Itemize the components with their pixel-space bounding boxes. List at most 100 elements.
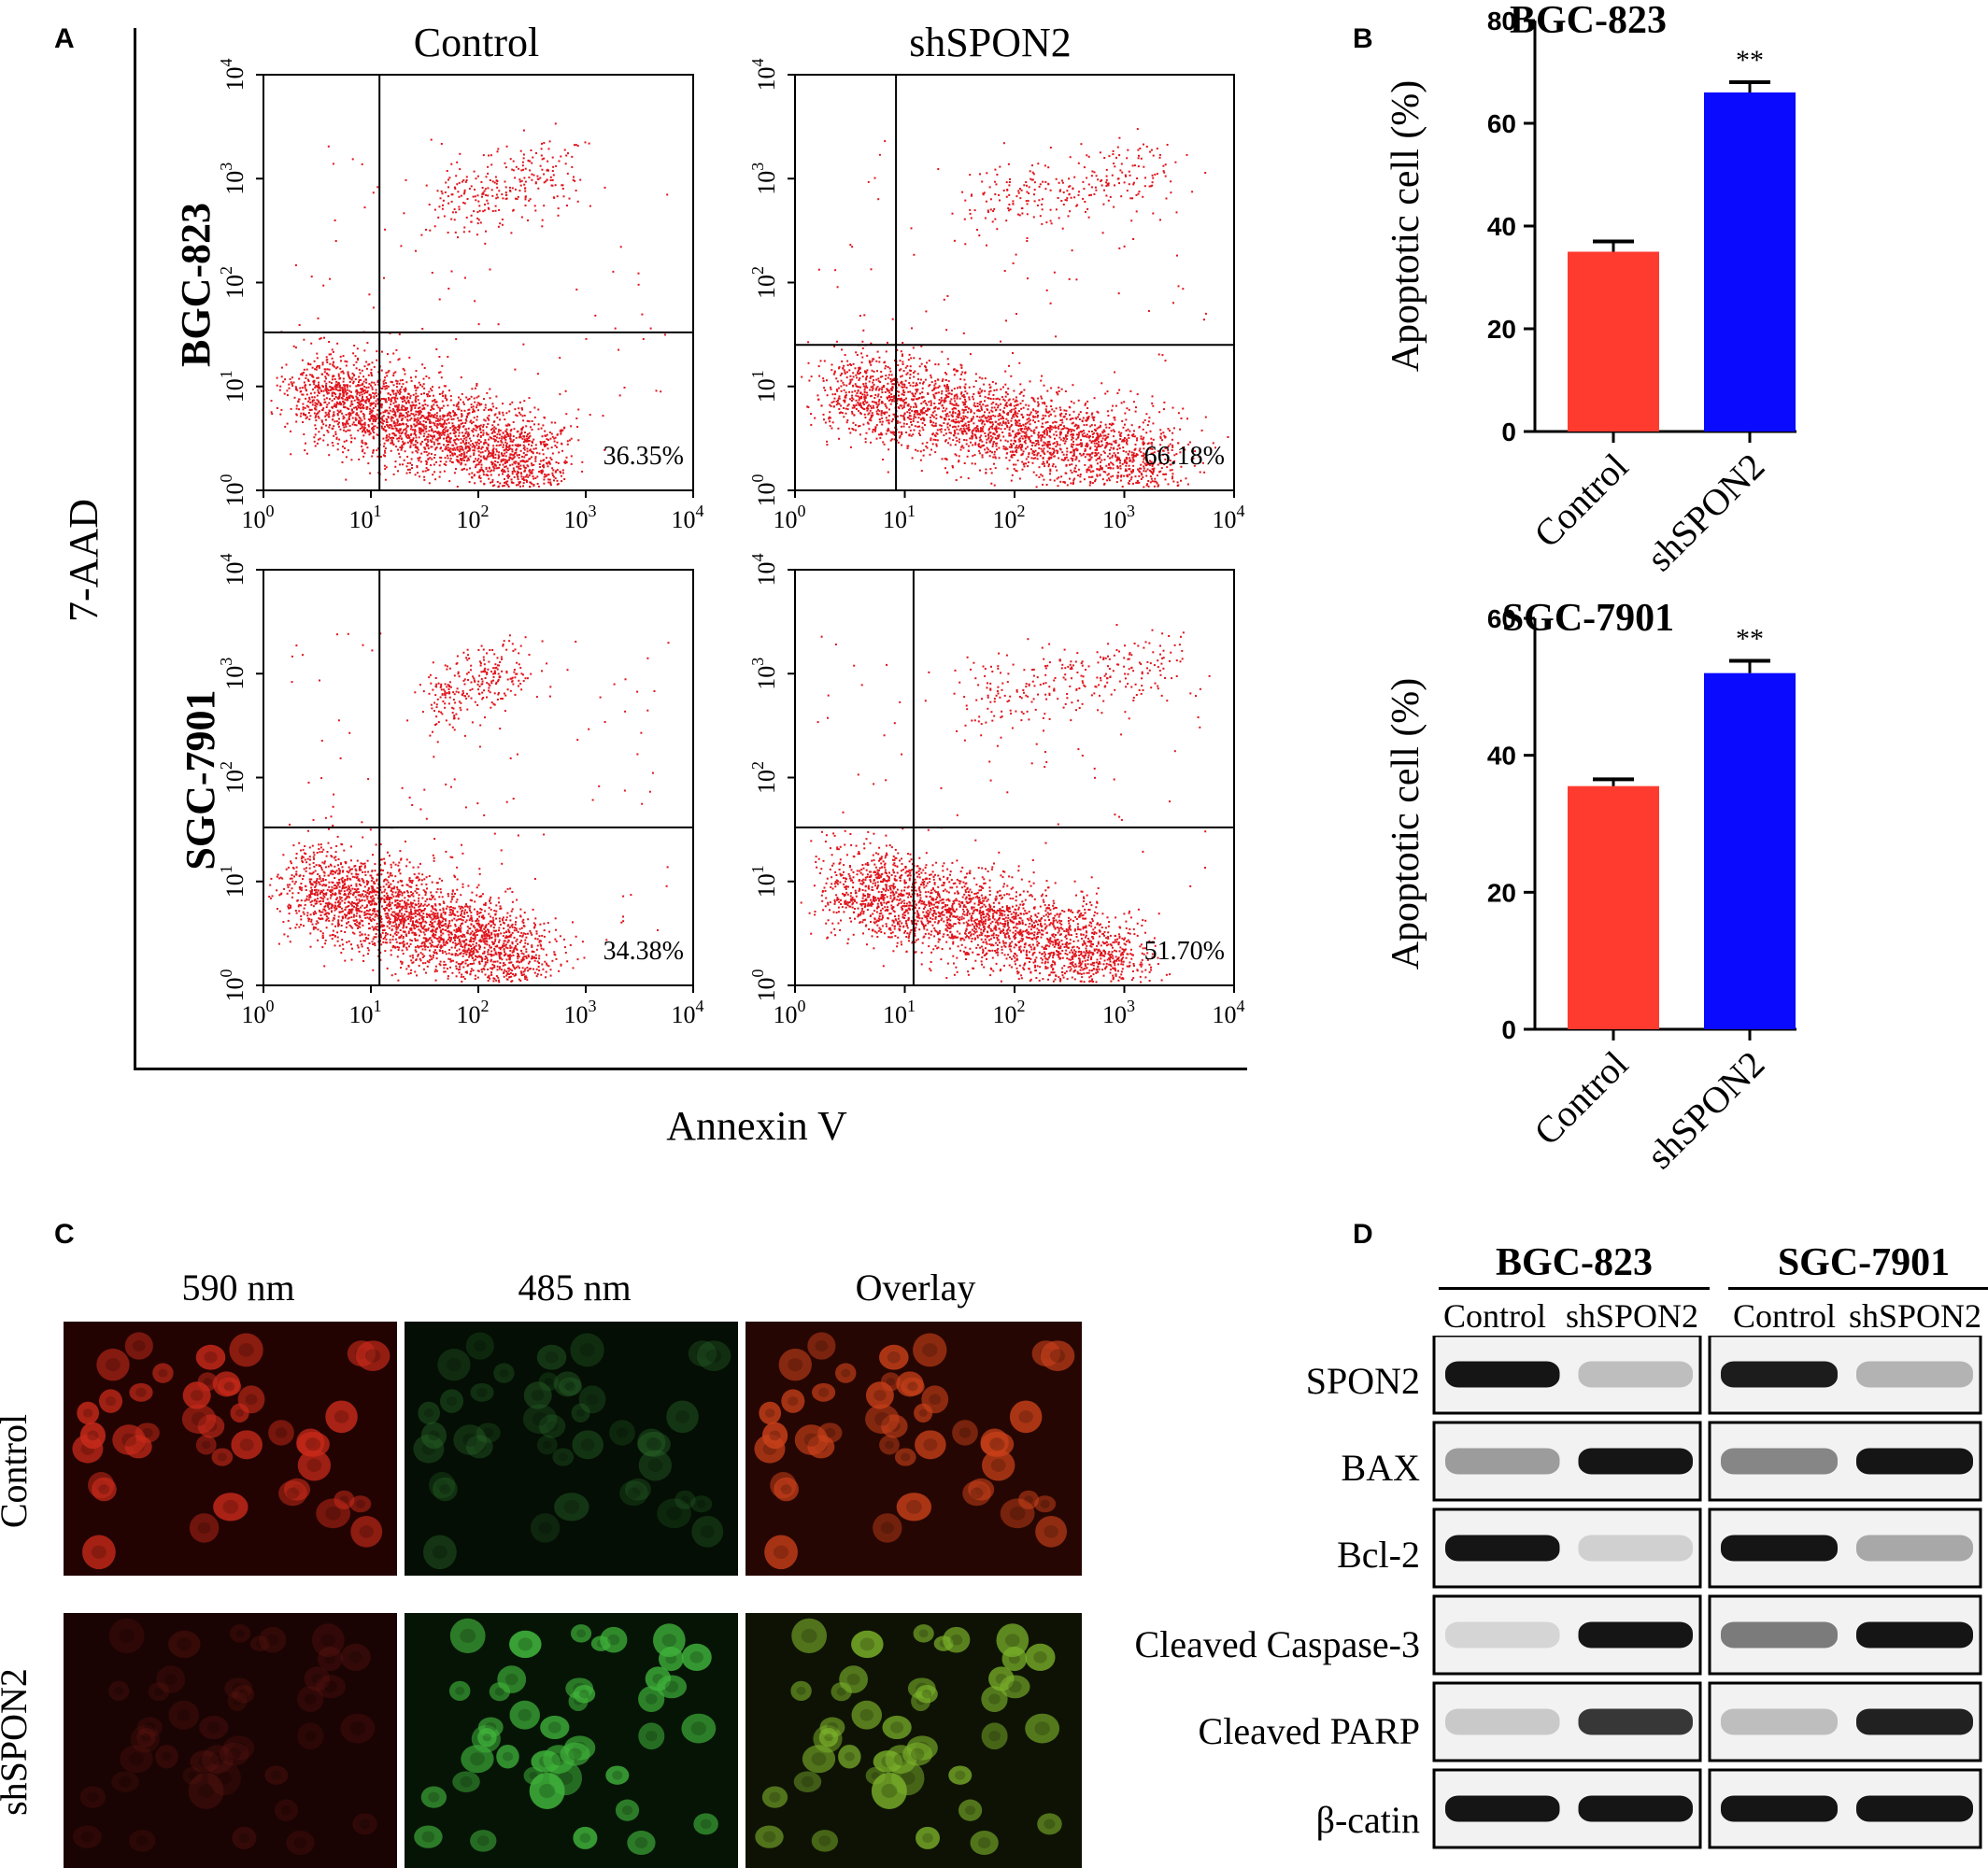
bar-y-tick-1-2: 40: [1487, 742, 1516, 771]
fluo-cells-1: [413, 1332, 731, 1570]
wb-lane-label-3: Control: [1732, 1297, 1836, 1335]
panel-letter-d: D: [1353, 1219, 1373, 1250]
flow-y-tick-1-0: 100: [748, 474, 780, 507]
flow-y-tick-1-1: 101: [748, 370, 780, 403]
wb-blot-0-1: [1708, 1336, 1982, 1415]
wb-band-4-1: [1578, 1708, 1693, 1735]
flow-column-title-control: Control: [413, 20, 540, 65]
wb-band-1-0: [1445, 1448, 1560, 1475]
flow-column-title-shspon2: shSPON2: [909, 20, 1072, 65]
wb-band-0-1: [1578, 1361, 1693, 1388]
wb-cell-line-bgc823: BGC-823: [1496, 1241, 1653, 1284]
wb-band-3-0: [1445, 1621, 1560, 1649]
panel-letter-b: B: [1353, 23, 1373, 54]
flow-dot-cloud-0: [270, 122, 669, 488]
wb-band-2-2: [1721, 1535, 1838, 1562]
wb-blot-0-0: [1432, 1336, 1702, 1415]
wb-band-5-0: [1445, 1795, 1560, 1822]
flow-dot-cloud-2: [268, 632, 670, 984]
panel-letter-c: C: [54, 1219, 75, 1250]
wb-blot-5-0: [1432, 1768, 1702, 1849]
flow-percent-label-0: 36.35%: [604, 442, 684, 471]
wb-band-5-3: [1856, 1795, 1973, 1822]
fluo-cells-0: [72, 1332, 390, 1570]
wb-blots: [1432, 1336, 1982, 1849]
wb-band-5-1: [1578, 1795, 1693, 1822]
flow-y-tick-0-4: 104: [217, 59, 248, 92]
wb-blot-1-0: [1432, 1421, 1702, 1502]
flow-x-tick-0-4: 104: [672, 502, 704, 533]
flow-dot-cloud-3: [800, 624, 1211, 984]
flow-x-tick-1-0: 100: [774, 502, 806, 533]
flow-outer-y-axis: [134, 28, 136, 1069]
wb-blot-4-0: [1432, 1681, 1702, 1762]
bar-category-label-0-0: Control: [1526, 446, 1636, 556]
flow-x-tick-3-3: 103: [1102, 997, 1135, 1028]
flow-y-tick-1-4: 104: [748, 59, 780, 92]
wb-cell-line-underline-1: [1439, 1287, 1710, 1290]
bar-annotation-0-1: **: [1736, 45, 1764, 76]
fluo-row-label-shspon2: shSPON2: [0, 1668, 35, 1816]
bar-annotation-1-1: **: [1736, 623, 1764, 654]
bar-y-tick-0-3: 60: [1487, 109, 1516, 138]
flow-y-tick-3-3: 103: [748, 658, 780, 690]
flow-y-tick-2-3: 103: [217, 658, 248, 690]
flow-y-tick-3-1: 101: [748, 865, 780, 898]
panel-letter-a: A: [54, 23, 75, 54]
flow-y-tick-1-3: 103: [748, 163, 780, 195]
wb-protein-label-actin: β-catin: [1315, 1799, 1420, 1841]
wb-blot-1-1: [1708, 1421, 1982, 1502]
bar-0-1: [1704, 92, 1796, 432]
flow-x-tick-1-2: 102: [993, 502, 1026, 533]
bar-1-1: [1704, 672, 1796, 1029]
wb-cell-line-underline-2: [1728, 1287, 1988, 1290]
wb-band-4-2: [1721, 1708, 1838, 1735]
fluo-image-control-590: [64, 1322, 397, 1576]
flow-x-tick-0-1: 101: [349, 502, 382, 533]
flow-y-tick-3-4: 104: [748, 554, 780, 587]
flow-y-tick-0-1: 101: [217, 370, 248, 403]
wb-band-4-0: [1445, 1708, 1560, 1735]
fluo-column-title-485: 485 nm: [518, 1267, 632, 1309]
flow-y-tick-0-3: 103: [217, 163, 248, 195]
flow-x-tick-0-2: 102: [457, 502, 490, 533]
wb-blot-3-1: [1708, 1594, 1982, 1676]
flow-y-tick-2-1: 101: [217, 865, 248, 898]
fluo-cells-3: [73, 1618, 377, 1856]
flow-dot-cloud-1: [801, 128, 1229, 488]
wb-blot-4-1: [1708, 1681, 1982, 1762]
bar-1-0: [1568, 785, 1659, 1029]
wb-band-0-0: [1445, 1361, 1560, 1388]
bar-category-label-1-1: shSPON2: [1639, 1043, 1772, 1177]
wb-protein-label-parp: Cleaved PARP: [1198, 1710, 1420, 1752]
bar-y-tick-0-4: 80: [1487, 7, 1516, 35]
bar-category-label-1-0: Control: [1526, 1043, 1636, 1153]
wb-blot-5-1: [1708, 1768, 1982, 1849]
wb-band-1-1: [1578, 1448, 1693, 1475]
fluo-row-label-control: Control: [0, 1413, 35, 1529]
wb-lane-label-2: shSPON2: [1565, 1297, 1699, 1335]
flow-x-tick-0-3: 103: [564, 502, 597, 533]
wb-protein-label-spon2: SPON2: [1305, 1360, 1420, 1402]
flow-percent-label-3: 51.70%: [1144, 937, 1225, 966]
wb-band-0-3: [1856, 1361, 1973, 1388]
fluo-cells-4: [414, 1618, 718, 1856]
fluo-image-control-overlay: [746, 1322, 1082, 1576]
bar-y-tick-1-3: 60: [1487, 604, 1516, 633]
bar-y-tick-0-0: 0: [1501, 417, 1516, 446]
bar-category-label-0-1: shSPON2: [1639, 446, 1772, 579]
flow-x-tick-2-4: 104: [672, 997, 704, 1028]
wb-band-2-0: [1445, 1535, 1560, 1562]
flow-x-axis-label: Annexin V: [666, 1103, 847, 1149]
wb-band-1-2: [1721, 1448, 1838, 1475]
wb-protein-label-caspase3: Cleaved Caspase-3: [1134, 1623, 1420, 1665]
wb-blot-3-0: [1432, 1594, 1702, 1676]
wb-protein-label-bax: BAX: [1341, 1447, 1420, 1489]
wb-cell-line-sgc7901: SGC-7901: [1777, 1241, 1951, 1284]
flow-y-tick-3-2: 102: [748, 761, 780, 794]
wb-blot-2-0: [1432, 1507, 1702, 1589]
bar-y-tick-0-1: 20: [1487, 315, 1516, 344]
